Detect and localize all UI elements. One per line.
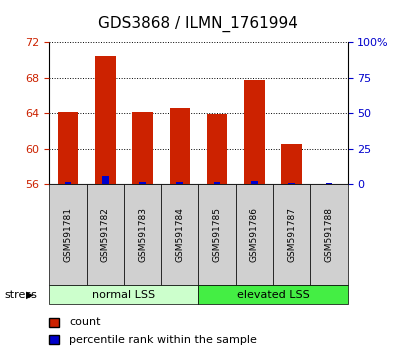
Text: normal LSS: normal LSS <box>92 290 156 300</box>
Bar <box>214 182 220 184</box>
Text: GSM591784: GSM591784 <box>175 207 184 262</box>
Bar <box>281 144 302 184</box>
Text: elevated LSS: elevated LSS <box>237 290 309 300</box>
Bar <box>58 112 78 184</box>
Text: GSM591782: GSM591782 <box>101 207 110 262</box>
Bar <box>169 108 190 184</box>
Text: GSM591787: GSM591787 <box>287 207 296 262</box>
Text: GSM591786: GSM591786 <box>250 207 259 262</box>
Text: GSM591788: GSM591788 <box>324 207 333 262</box>
Text: count: count <box>69 317 101 327</box>
Bar <box>288 183 295 184</box>
Bar <box>65 182 71 184</box>
Text: GSM591785: GSM591785 <box>213 207 222 262</box>
Bar <box>251 181 258 184</box>
Bar <box>139 182 146 184</box>
Text: percentile rank within the sample: percentile rank within the sample <box>69 335 257 345</box>
Text: GSM591781: GSM591781 <box>64 207 73 262</box>
Bar <box>244 80 265 184</box>
Text: GDS3868 / ILMN_1761994: GDS3868 / ILMN_1761994 <box>98 16 297 32</box>
Bar <box>95 56 116 184</box>
Text: ▶: ▶ <box>26 290 33 300</box>
Bar <box>325 183 332 184</box>
Bar <box>207 114 228 184</box>
Bar <box>132 113 153 184</box>
Bar <box>102 176 109 184</box>
Text: stress: stress <box>4 290 37 300</box>
Text: GSM591783: GSM591783 <box>138 207 147 262</box>
Bar <box>177 182 183 184</box>
